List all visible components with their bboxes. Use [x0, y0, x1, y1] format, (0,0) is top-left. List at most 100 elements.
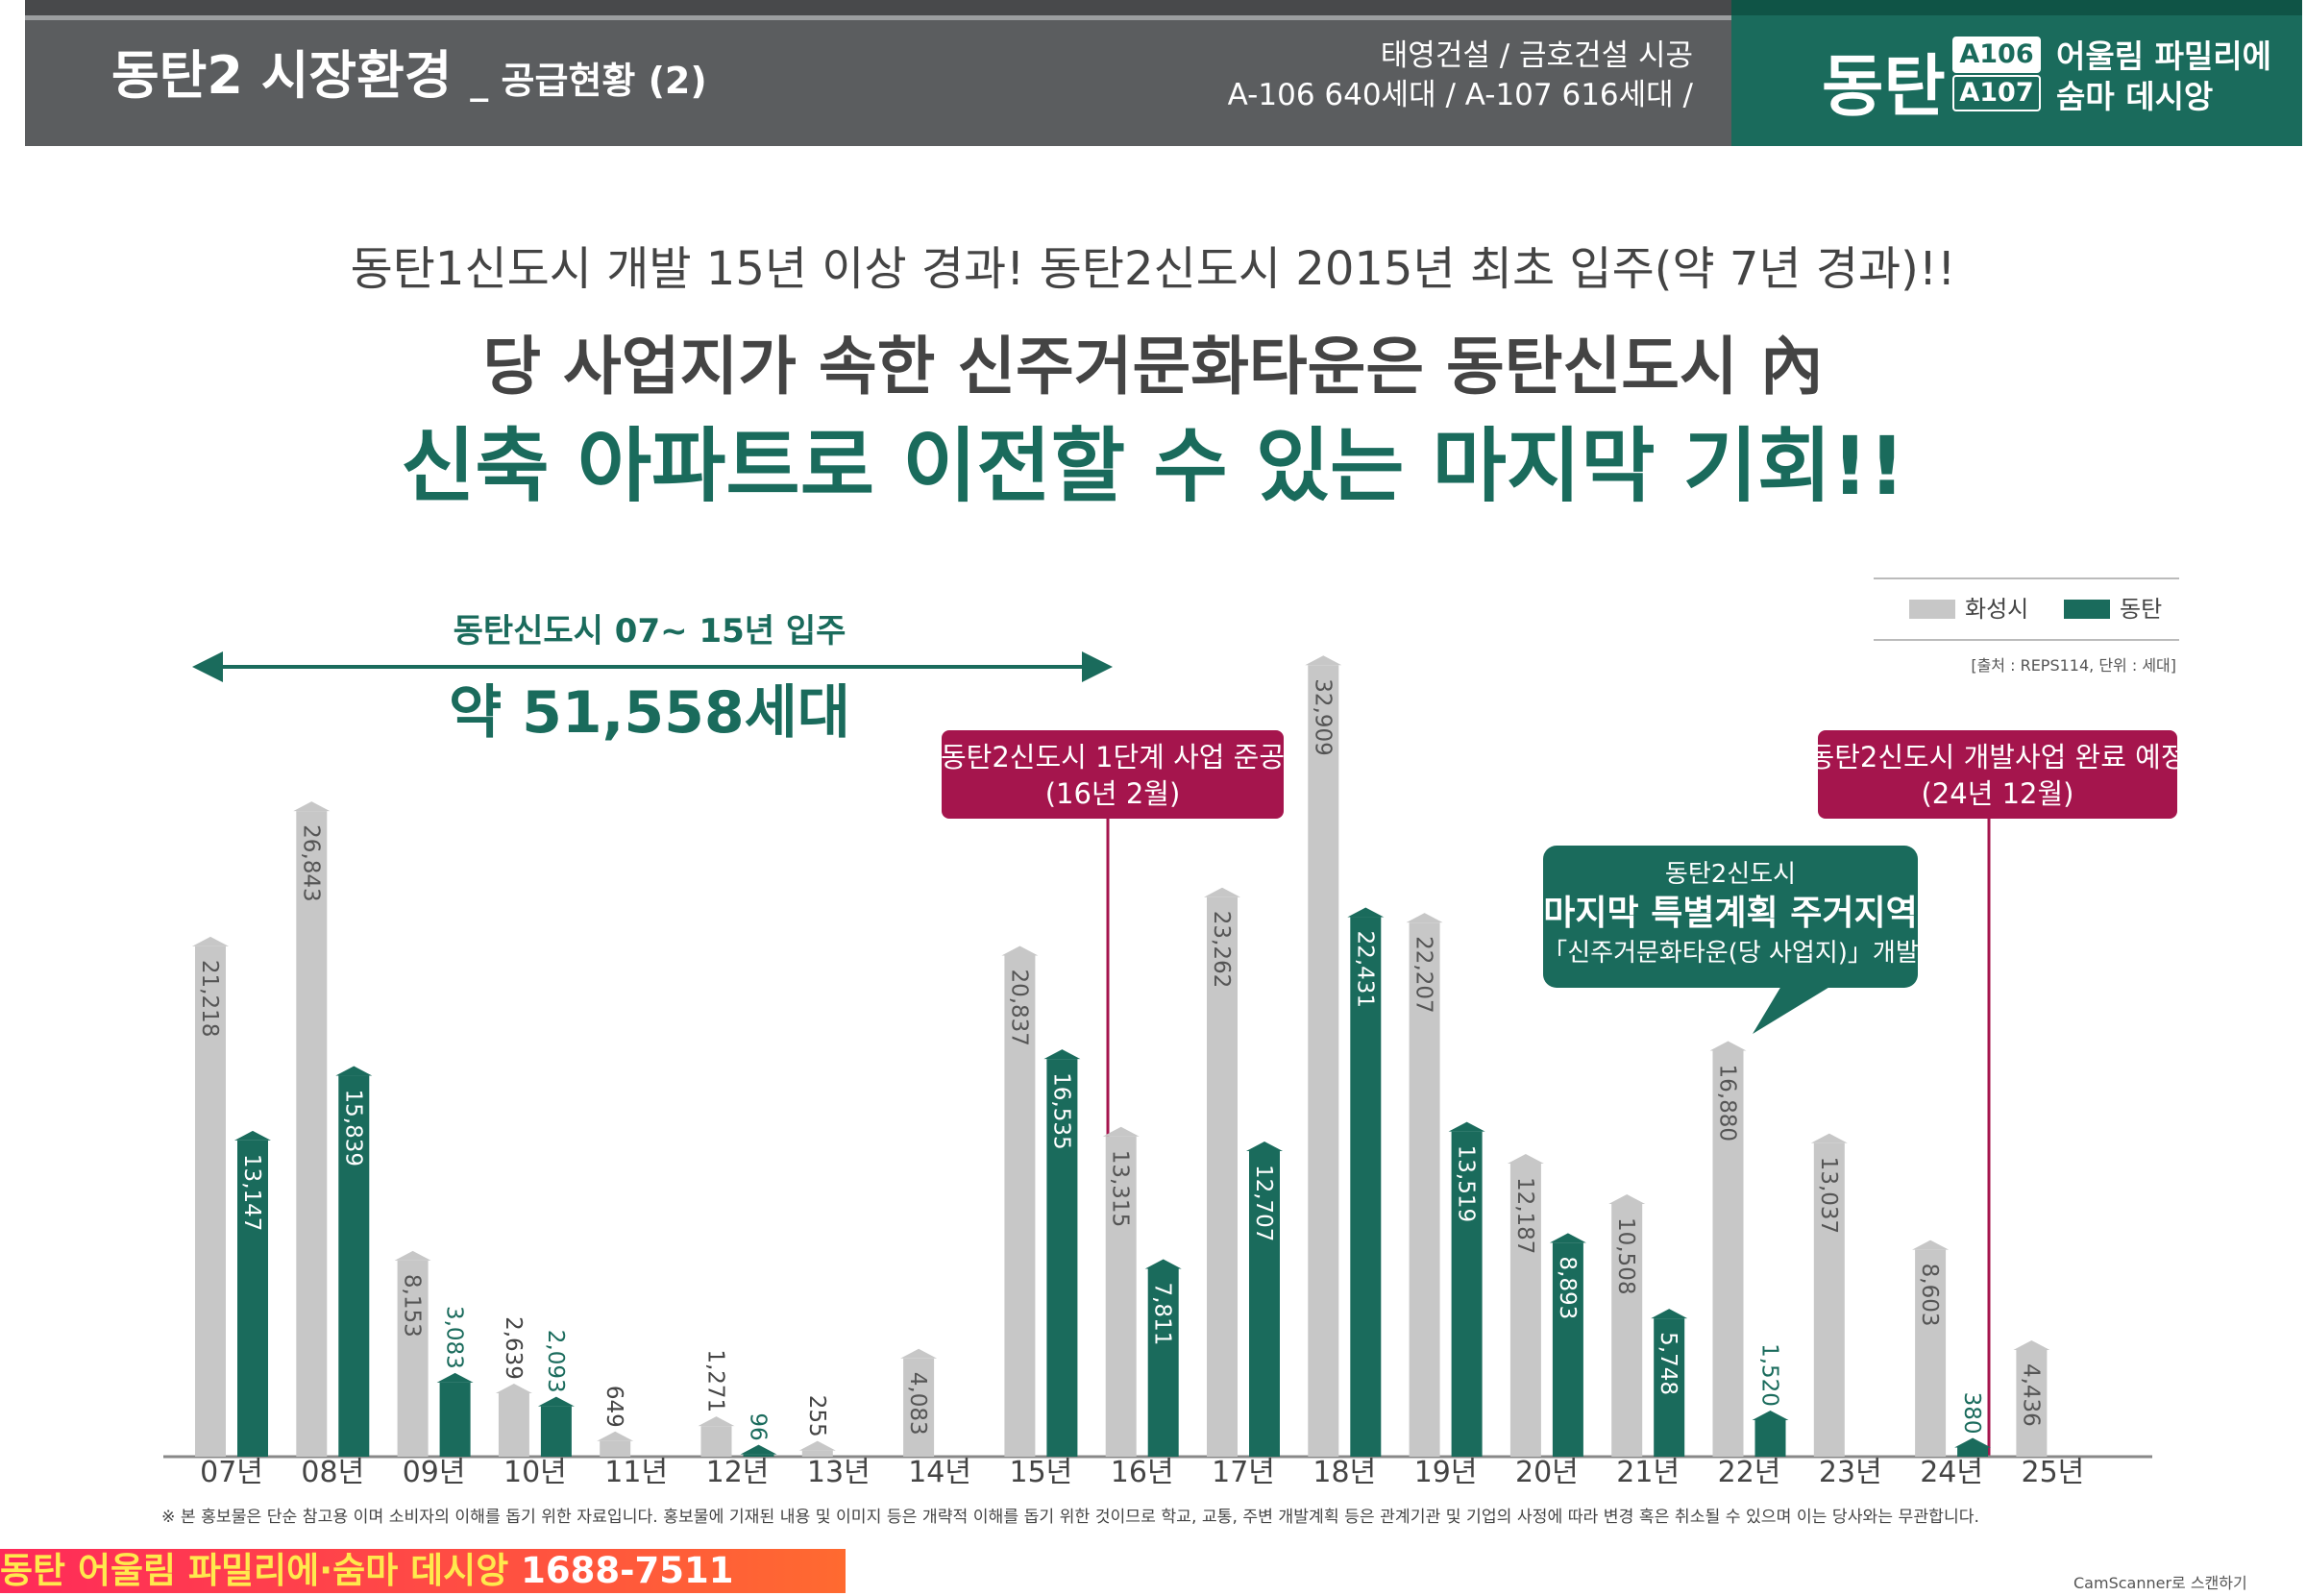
x-tick-label: 13년: [807, 1456, 871, 1489]
bar-dongtan: [540, 1406, 572, 1457]
footer-banner: 동탄 어울림 파밀리에·숨마 데시앙 1688-7511: [0, 1549, 846, 1593]
range-arrow-left-head: [192, 651, 223, 682]
marker-2-line1: 동탄2신도시 개발사업 완료 예정: [1809, 741, 2187, 773]
disclaimer: ※ 본 홍보물은 단순 참고용 이며 소비자의 이해를 돕기 위한 자료입니다.…: [161, 1508, 1979, 1527]
bar-hwaseong-cap: [698, 1416, 735, 1427]
scanner-watermark: CamScanner로 스캔하기: [2073, 1574, 2247, 1592]
bar-dongtan-cap: [1144, 1259, 1182, 1269]
data-label: 8,153: [400, 1274, 425, 1338]
bar-dongtan: [1552, 1242, 1583, 1457]
bar-hwaseong-cap: [1709, 1041, 1747, 1051]
bar-hwaseong-cap: [1507, 1153, 1544, 1164]
data-label: 22,207: [1411, 936, 1436, 1013]
x-tick-label: 16년: [1111, 1456, 1174, 1489]
headline-line-1: 동탄1신도시 개발 15년 이상 경과! 동탄2신도시 2015년 최초 입주(…: [350, 242, 1956, 296]
x-tick-label: 14년: [908, 1456, 971, 1489]
data-label: 8,893: [1555, 1256, 1580, 1319]
legend-label-hwaseong: 화성시: [1965, 596, 2028, 623]
data-label: 16,880: [1715, 1064, 1740, 1141]
callout-box: [1543, 846, 1918, 988]
footer-text: 동탄 어울림 파밀리에·숨마 데시앙: [0, 1550, 522, 1591]
page-title: 동탄2 시장환경 _ 공급현황 (2): [111, 45, 707, 106]
bar-hwaseong: [1509, 1163, 1541, 1457]
data-label: 13,037: [1816, 1157, 1841, 1234]
bar-hwaseong: [801, 1450, 833, 1457]
bar-dongtan: [439, 1382, 471, 1457]
data-label: 1,271: [703, 1349, 728, 1412]
callout-line2: 마지막 특별계획 주거지역: [1543, 894, 1917, 933]
data-label: 26,843: [298, 824, 323, 901]
x-tick-label: 15년: [1010, 1456, 1073, 1489]
bar-hwaseong-cap: [1608, 1193, 1646, 1204]
range-value: 약 51,558세대: [449, 679, 850, 747]
bar-hwaseong-cap: [1406, 913, 1443, 923]
brand-code-a106: A106: [1952, 37, 2041, 73]
data-label: 15,839: [340, 1090, 365, 1166]
data-label: 21,218: [197, 960, 222, 1037]
bar-dongtan: [237, 1140, 268, 1457]
bar-hwaseong-cap: [495, 1383, 532, 1393]
data-label: 5,748: [1656, 1332, 1680, 1395]
bar-dongtan-cap: [1651, 1309, 1688, 1319]
callout-line3: 「신주거문화타운(당 사업지)」개발: [1542, 939, 1919, 968]
bar-dongtan-cap: [740, 1444, 777, 1455]
brand-name-2: 숨마 데시앙: [2056, 78, 2214, 115]
bar-dongtan-cap: [1752, 1410, 1789, 1420]
data-label: 13,519: [1454, 1145, 1479, 1222]
x-tick-label: 17년: [1212, 1456, 1275, 1489]
bar-hwaseong: [1004, 955, 1036, 1457]
bar-hwaseong-cap: [394, 1250, 431, 1261]
bar-hwaseong-cap: [293, 801, 331, 812]
callout-pointer: [1753, 986, 1831, 1034]
bar-dongtan: [1350, 917, 1382, 1457]
data-label: 4,436: [2018, 1363, 2043, 1427]
bar-hwaseong: [903, 1358, 935, 1457]
data-label: 12,707: [1251, 1165, 1276, 1241]
legend-swatch-hwaseong: [1909, 600, 1955, 619]
data-label: 13,315: [1108, 1150, 1133, 1227]
bar-hwaseong-cap: [1102, 1126, 1140, 1137]
bar-dongtan: [1046, 1059, 1078, 1457]
x-tick-label: 07년: [200, 1456, 263, 1489]
data-label: 255: [804, 1395, 829, 1437]
x-tick-label: 25년: [2022, 1456, 2085, 1489]
brand-name-1: 어울림 파밀리에: [2056, 37, 2272, 75]
bar-dongtan-cap: [1043, 1049, 1081, 1060]
data-label: 96: [746, 1412, 771, 1440]
bar-hwaseong-cap: [900, 1348, 938, 1359]
data-label: 23,262: [1209, 911, 1234, 988]
bar-hwaseong: [600, 1440, 631, 1457]
x-tick-label: 10년: [503, 1456, 567, 1489]
bar-hwaseong-cap: [597, 1431, 634, 1441]
bar-dongtan-cap: [335, 1066, 373, 1076]
bar-dongtan: [1147, 1268, 1179, 1457]
brand-logo: 동탄: [1822, 47, 1946, 126]
marker-box-2: [1818, 730, 2177, 819]
legend-swatch-dongtan: [2064, 600, 2110, 619]
bar-dongtan-cap: [1448, 1121, 1485, 1132]
bar-hwaseong-cap: [1810, 1133, 1848, 1143]
bar-hwaseong: [1611, 1203, 1643, 1457]
bar-hwaseong-cap: [192, 936, 229, 946]
builder-info: 태영건설 / 금호건설 시공 A-106 640세대 / A-107 616세대…: [1227, 38, 1693, 112]
bar-hwaseong-cap: [1204, 887, 1240, 897]
data-label: 649: [601, 1386, 626, 1428]
bar-hwaseong-cap: [798, 1440, 836, 1451]
range-arrow-right-head: [1082, 651, 1113, 682]
data-label: 32,909: [1310, 678, 1335, 755]
marker-2-line2: (24년 12월): [1921, 777, 2073, 810]
callout-line1: 동탄2신도시: [1665, 860, 1796, 889]
bar-hwaseong: [1915, 1249, 1947, 1457]
data-label: 1,520: [1757, 1343, 1782, 1407]
footer-phone: 1688-7511: [521, 1550, 734, 1591]
data-label: 3,083: [442, 1306, 467, 1369]
data-label: 20,837: [1006, 969, 1031, 1045]
brand-panel: 동탄 A106 A107 어울림 파밀리에 숨마 데시앙: [1731, 0, 2302, 146]
data-label: 10,508: [1613, 1217, 1638, 1294]
bar-dongtan-cap: [537, 1396, 575, 1407]
bar-dongtan: [1249, 1150, 1280, 1457]
data-label: 16,535: [1048, 1072, 1073, 1149]
range-label: 동탄신도시 07~ 15년 입주: [454, 612, 846, 651]
data-label: 2,639: [501, 1316, 526, 1380]
x-tick-label: 12년: [706, 1456, 770, 1489]
